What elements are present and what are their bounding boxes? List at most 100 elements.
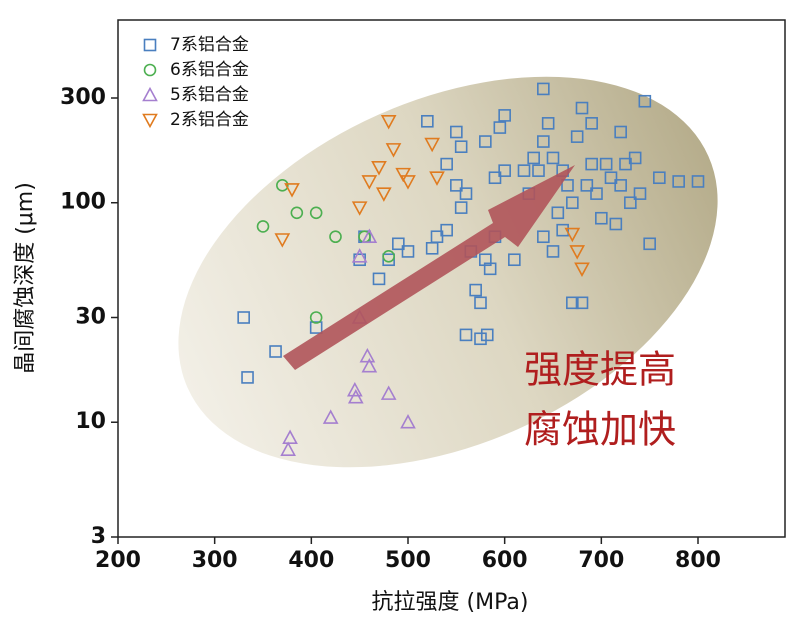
data-point xyxy=(469,283,482,297)
data-point xyxy=(570,130,584,143)
data-point xyxy=(479,135,492,148)
data-point xyxy=(256,220,270,233)
data-point xyxy=(347,389,364,404)
legend-marker xyxy=(143,38,157,52)
x-tick-label: 500 xyxy=(385,548,431,573)
data-point xyxy=(440,223,453,237)
data-point xyxy=(590,187,603,200)
data-point xyxy=(599,157,613,171)
trend-arrow xyxy=(283,165,575,370)
y-tick-label: 10 xyxy=(75,409,106,434)
data-point xyxy=(561,179,574,192)
data-point xyxy=(454,201,468,214)
data-point xyxy=(566,196,579,210)
data-point xyxy=(454,140,468,154)
y-tick-label: 300 xyxy=(60,85,106,110)
data-point xyxy=(380,114,397,130)
data-point xyxy=(382,253,395,267)
data-point xyxy=(385,143,402,158)
data-point xyxy=(569,245,586,260)
legend-label: 5系铝合金 xyxy=(170,85,249,105)
data-point xyxy=(604,171,618,185)
data-point xyxy=(638,94,652,108)
data-point xyxy=(574,262,590,277)
data-point xyxy=(400,414,416,429)
data-point xyxy=(566,296,579,310)
data-point xyxy=(361,228,378,244)
data-point xyxy=(372,272,386,286)
data-point xyxy=(546,151,560,165)
data-point xyxy=(633,187,647,200)
data-point xyxy=(450,179,463,192)
data-point xyxy=(653,171,666,185)
data-point xyxy=(614,179,627,192)
data-point xyxy=(556,223,569,237)
legend-marker xyxy=(142,86,158,102)
data-point xyxy=(474,296,487,310)
data-point xyxy=(537,135,550,148)
data-point xyxy=(564,227,581,243)
data-point xyxy=(459,328,473,342)
data-point xyxy=(527,151,540,165)
x-axis-label: 抗拉强度 (MPa) xyxy=(372,590,529,615)
legend-label: 2系铝合金 xyxy=(170,110,249,130)
data-point xyxy=(322,409,339,424)
x-tick-label: 400 xyxy=(288,548,334,573)
legend-marker xyxy=(142,113,158,129)
data-point xyxy=(614,125,627,139)
data-point xyxy=(551,206,565,220)
data-point xyxy=(280,441,296,456)
data-point xyxy=(371,161,387,176)
data-point xyxy=(346,381,363,397)
data-point xyxy=(361,358,378,373)
data-point xyxy=(276,179,289,192)
data-point xyxy=(309,206,323,220)
data-point xyxy=(498,109,511,122)
data-point xyxy=(691,175,705,188)
data-point xyxy=(450,125,463,139)
legend-label: 7系铝合金 xyxy=(170,35,249,55)
data-point xyxy=(643,237,656,251)
data-point xyxy=(517,164,531,177)
x-tick-label: 600 xyxy=(482,548,528,573)
x-tick-label: 200 xyxy=(95,548,141,573)
data-point xyxy=(274,233,291,248)
data-point xyxy=(508,253,521,267)
data-point xyxy=(309,321,323,334)
data-point xyxy=(541,117,555,130)
data-point xyxy=(382,250,395,263)
data-point xyxy=(375,187,392,202)
annotation: 强度提高 xyxy=(524,348,676,392)
data-point xyxy=(429,171,445,186)
data-point xyxy=(532,164,545,177)
data-point xyxy=(282,429,298,445)
data-point xyxy=(237,311,250,324)
data-point xyxy=(269,345,282,358)
data-point xyxy=(580,179,594,192)
y-axis-label: 晶间腐蚀深度 (μm) xyxy=(13,182,38,374)
x-tick-label: 700 xyxy=(578,548,624,573)
data-point xyxy=(351,248,368,263)
data-point xyxy=(483,262,497,276)
data-point xyxy=(430,230,444,244)
x-tick-label: 300 xyxy=(192,548,238,573)
data-point xyxy=(351,201,368,216)
data-point xyxy=(537,82,550,96)
plot-frame xyxy=(117,19,786,538)
data-point xyxy=(493,121,507,134)
legend-label: 6系铝合金 xyxy=(170,60,249,80)
data-point xyxy=(595,211,608,225)
data-point xyxy=(546,245,560,258)
data-point xyxy=(395,167,412,183)
data-point xyxy=(400,175,416,190)
data-point xyxy=(392,237,405,251)
data-point xyxy=(575,101,589,115)
data-point xyxy=(585,117,598,130)
data-point xyxy=(488,171,502,185)
data-point xyxy=(480,328,494,342)
data-point xyxy=(609,217,623,231)
data-point xyxy=(624,196,637,210)
annotation: 腐蚀加快 xyxy=(524,408,676,452)
data-point xyxy=(241,371,254,384)
